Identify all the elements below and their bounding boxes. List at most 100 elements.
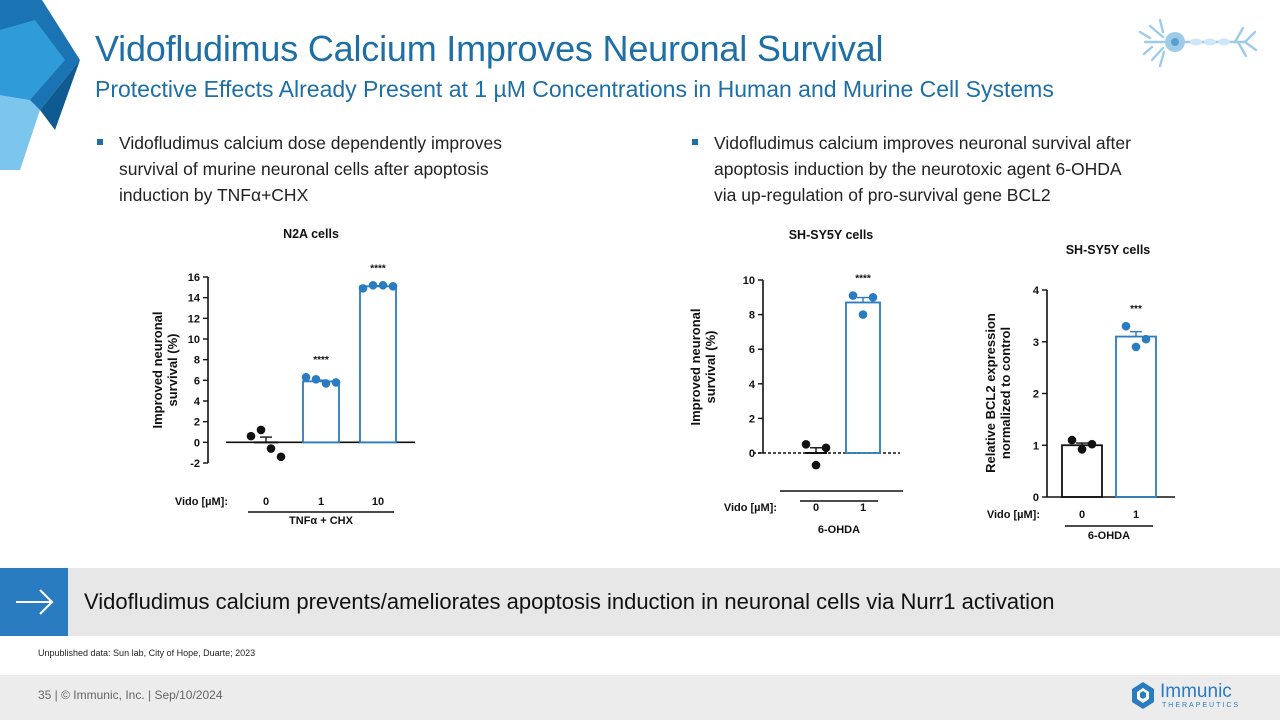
chart-n2a: N2A cells Improved neuronal survival (%)… bbox=[150, 227, 415, 527]
y-tick-label: 4 bbox=[1033, 285, 1040, 297]
bullet-left-line: Vidofludimus calcium dose dependently im… bbox=[119, 133, 502, 153]
significance-label: **** bbox=[855, 274, 871, 285]
y-tick-label: 2 bbox=[749, 413, 755, 425]
x-category-label: 1 bbox=[860, 502, 866, 514]
bar bbox=[845, 301, 881, 454]
data-point bbox=[868, 293, 878, 302]
significance-label: **** bbox=[313, 355, 329, 366]
x-category-label: 1 bbox=[1133, 509, 1139, 521]
x-category-label: 10 bbox=[372, 496, 384, 508]
data-point bbox=[368, 280, 378, 290]
bullet-left: Vidofludimus calcium dose dependently im… bbox=[97, 130, 617, 210]
y-tick-label: -2 bbox=[190, 458, 200, 470]
chart-ylabel: Improved neuronal survival (%) bbox=[688, 308, 718, 425]
y-tick-label: 0 bbox=[749, 448, 755, 460]
bar bbox=[302, 380, 340, 444]
data-point bbox=[276, 452, 286, 462]
data-point bbox=[378, 280, 388, 290]
data-point bbox=[1077, 445, 1087, 454]
bullet-left-line: survival of murine neuronal cells after … bbox=[119, 159, 489, 179]
x-prefix-label: Vido [µM]: bbox=[724, 502, 777, 514]
chart-title: SH-SY5Y cells bbox=[1066, 243, 1151, 257]
group-label: TNFα + CHX bbox=[289, 515, 354, 527]
immunic-logo-icon bbox=[1132, 682, 1154, 709]
x-category-label: 0 bbox=[1079, 509, 1085, 521]
y-tick-label: 6 bbox=[749, 344, 755, 356]
data-point bbox=[858, 310, 868, 319]
source-note: Unpublished data: Sun lab, City of Hope,… bbox=[38, 648, 256, 658]
y-tick-label: 10 bbox=[743, 275, 755, 287]
data-point bbox=[331, 378, 341, 387]
data-point bbox=[311, 375, 321, 384]
y-tick-label: 6 bbox=[194, 375, 200, 387]
data-point bbox=[266, 444, 276, 453]
chart-ylabel: Relative BCL2 expression normalized to c… bbox=[983, 313, 1013, 473]
chart-shsy5y-bcl2: SH-SY5Y cells Relative BCL2 expression n… bbox=[983, 243, 1175, 542]
banner-text: Vidofludimus calcium prevents/ameliorate… bbox=[84, 589, 1055, 614]
bullet-right-line: Vidofludimus calcium improves neuronal s… bbox=[714, 133, 1131, 153]
arrow-right-icon bbox=[16, 589, 54, 615]
y-tick-label: 4 bbox=[194, 396, 201, 408]
group-label: 6-OHDA bbox=[1088, 530, 1130, 542]
y-tick-label: 12 bbox=[188, 313, 200, 325]
x-prefix-label: Vido [µM]: bbox=[987, 509, 1040, 521]
data-point bbox=[246, 431, 256, 441]
slide-subtitle: Protective Effects Already Present at 1 … bbox=[95, 76, 1054, 102]
data-point bbox=[848, 291, 858, 300]
bullet-right-line: apoptosis induction by the neurotoxic ag… bbox=[714, 159, 1122, 179]
footer-bar bbox=[0, 675, 1280, 720]
logo-name: Immunic bbox=[1160, 681, 1232, 702]
footer-text: 35 | © Immunic, Inc. | Sep/10/2024 bbox=[38, 688, 223, 702]
data-point bbox=[1087, 439, 1097, 449]
bullet-square-icon bbox=[692, 139, 698, 145]
y-tick-label: 8 bbox=[749, 310, 755, 322]
ylabel-line: normalized to control bbox=[998, 327, 1013, 459]
y-tick-label: 14 bbox=[188, 293, 201, 305]
ylabel-line: Relative BCL2 expression bbox=[983, 313, 998, 473]
ylabel-line: Improved neuronal bbox=[150, 311, 165, 428]
y-tick-label: 0 bbox=[1033, 492, 1039, 504]
data-point bbox=[801, 440, 811, 449]
y-tick-label: 16 bbox=[188, 272, 200, 284]
bullet-right-line: via up-regulation of pro-survival gene B… bbox=[714, 185, 1051, 205]
bullet-right: Vidofludimus calcium improves neuronal s… bbox=[692, 130, 1232, 210]
data-point bbox=[321, 379, 331, 388]
y-tick-label: 4 bbox=[749, 379, 756, 391]
data-point bbox=[301, 372, 311, 382]
data-point bbox=[1121, 321, 1131, 331]
y-tick-label: 2 bbox=[194, 417, 200, 429]
ylabel-line: survival (%) bbox=[165, 334, 180, 407]
data-point bbox=[1067, 435, 1077, 445]
x-category-label: 0 bbox=[813, 502, 819, 514]
x-prefix-label: Vido [µM]: bbox=[175, 496, 228, 508]
bar bbox=[1115, 335, 1157, 498]
y-tick-label: 3 bbox=[1033, 337, 1039, 349]
y-tick-label: 10 bbox=[188, 334, 200, 346]
logo-subtitle: THERAPEUTICS bbox=[1162, 702, 1241, 709]
data-point bbox=[1131, 342, 1141, 352]
bullet-left-line: induction by TNFα+CHX bbox=[119, 185, 309, 205]
x-category-label: 1 bbox=[318, 496, 324, 508]
group-label: 6-OHDA bbox=[818, 524, 860, 536]
corner-decoration bbox=[0, 0, 80, 170]
data-point bbox=[821, 443, 831, 453]
banner-arrow-box bbox=[0, 568, 68, 636]
ylabel-line: Improved neuronal bbox=[688, 308, 703, 425]
data-point bbox=[256, 425, 266, 435]
data-point bbox=[1141, 334, 1151, 344]
x-category-label: 0 bbox=[263, 496, 269, 508]
neuron-icon bbox=[1138, 18, 1258, 68]
data-point bbox=[358, 284, 368, 293]
data-point bbox=[811, 460, 821, 470]
y-tick-label: 0 bbox=[194, 437, 200, 449]
bullet-square-icon bbox=[97, 139, 103, 145]
significance-label: **** bbox=[370, 263, 386, 274]
data-point bbox=[388, 282, 398, 291]
y-tick-label: 1 bbox=[1033, 440, 1039, 452]
slide-title: Vidofludimus Calcium Improves Neuronal S… bbox=[95, 28, 884, 69]
y-tick-label: 2 bbox=[1033, 389, 1039, 401]
ylabel-line: survival (%) bbox=[703, 331, 718, 404]
conclusion-banner bbox=[0, 568, 1280, 636]
significance-label: *** bbox=[1130, 304, 1142, 315]
chart-title: N2A cells bbox=[283, 227, 339, 241]
